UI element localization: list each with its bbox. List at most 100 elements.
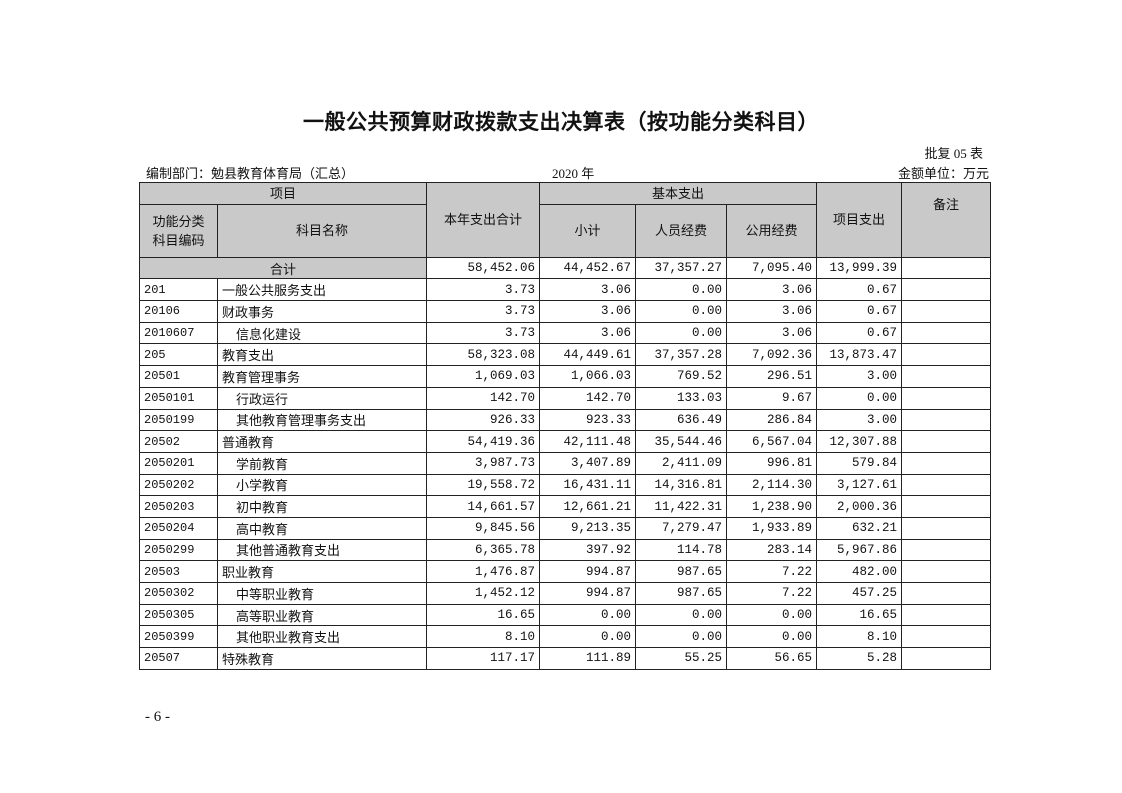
table-row: 20507 特殊教育 117.17 111.89 55.25 56.65 5.28 (139, 647, 992, 670)
code-cell: 20502 (139, 430, 218, 453)
amount-cell: 1,066.03 (539, 365, 637, 388)
notes-cell (901, 321, 992, 345)
table-row: 2050305 高等职业教育 16.65 0.00 0.00 0.00 16.65 (139, 603, 992, 627)
amount-cell: 3.06 (726, 300, 818, 323)
amount-cell: 12,661.21 (539, 495, 637, 518)
notes-cell (901, 495, 992, 518)
amount-cell: 19,558.72 (426, 473, 541, 497)
notes-cell (901, 560, 992, 583)
table-row: 2050204 高中教育 9,845.56 9,213.35 7,279.47 1,933… (139, 516, 992, 540)
table-row: 2050201 学前教育 3,987.73 3,407.89 2,411.09 996.8… (139, 451, 992, 475)
amount-cell: 44,449.61 (539, 343, 637, 367)
amount-cell: 3.73 (426, 321, 541, 345)
amount-cell: 2,114.30 (726, 473, 818, 497)
expenditure-table: 项目 本年支出合计 基本支出 项目支出 备注 功能分类 科目编码 科目名称 小计… (138, 182, 992, 670)
amount-cell: 5,967.86 (816, 538, 903, 562)
amount-cell: 3.06 (726, 321, 818, 345)
amount-cell: 55.25 (635, 647, 728, 670)
amount-cell: 16,431.11 (539, 473, 637, 497)
amount-cell: 133.03 (635, 386, 728, 410)
notes-cell (901, 451, 992, 475)
notes-cell (901, 408, 992, 432)
name-cell: 特殊教育 (216, 647, 428, 670)
amount-cell: 296.51 (726, 365, 818, 388)
name-cell: 行政运行 (216, 386, 428, 410)
name-cell: 高中教育 (216, 516, 428, 540)
total-cell: 7,095.40 (726, 256, 818, 280)
amount-cell: 3.06 (539, 300, 637, 323)
code-cell: 201 (139, 278, 218, 302)
amount-cell: 923.33 (539, 408, 637, 432)
table-row: 20106 财政事务 3.73 3.06 0.00 3.06 0.67 (139, 300, 992, 323)
year: 2020 年 (552, 166, 595, 181)
amount-cell: 769.52 (635, 365, 728, 388)
header-item: 项目 (138, 182, 428, 205)
header-total: 本年支出合计 (426, 182, 541, 258)
name-cell: 其他普通教育支出 (216, 538, 428, 562)
amount-cell: 16.65 (426, 603, 541, 627)
amount-cell: 35,544.46 (635, 430, 728, 453)
total-cell: 44,452.67 (539, 256, 637, 280)
amount-cell: 7.22 (726, 560, 818, 583)
notes-cell (901, 300, 992, 323)
notes-cell (901, 278, 992, 302)
notes-cell (901, 430, 992, 453)
amount-cell: 13,873.47 (816, 343, 903, 367)
table-row: 2050203 初中教育 14,661.57 12,661.21 11,422.31 1,… (139, 495, 992, 518)
amount-cell: 42,111.48 (539, 430, 637, 453)
amount-cell: 6,365.78 (426, 538, 541, 562)
amount-cell: 3.00 (816, 365, 903, 388)
amount-cell: 996.81 (726, 451, 818, 475)
amount-cell: 1,933.89 (726, 516, 818, 540)
amount-cell: 114.78 (635, 538, 728, 562)
amount-cell: 636.49 (635, 408, 728, 432)
department: 编制部门：勉县教育体育局（汇总） (146, 166, 355, 181)
amount-cell: 2,411.09 (635, 451, 728, 475)
amount-cell: 7.22 (726, 582, 818, 605)
notes-cell (901, 538, 992, 562)
amount-cell: 3.73 (426, 278, 541, 302)
page-number: - 6 - (145, 709, 170, 725)
amount-cell: 6,567.04 (726, 430, 818, 453)
amount-cell: 0.67 (816, 300, 903, 323)
header-basic: 基本支出 (539, 182, 818, 205)
table-row: 2050299 其他普通教育支出 6,365.78 397.92 114.78 283.1… (139, 538, 992, 562)
table-row: 20502 普通教育 54,419.36 42,111.48 35,544.46 6,56… (139, 430, 992, 453)
notes-cell (901, 647, 992, 670)
amount-cell: 37,357.28 (635, 343, 728, 367)
name-cell: 其他教育管理事务支出 (216, 408, 428, 432)
amount-cell: 397.92 (539, 538, 637, 562)
code-cell: 2050202 (139, 473, 218, 497)
amount-cell: 0.00 (726, 603, 818, 627)
amount-cell: 0.00 (635, 321, 728, 345)
code-cell: 2050302 (139, 582, 218, 605)
amount-cell: 3,127.61 (816, 473, 903, 497)
code-cell: 2050199 (139, 408, 218, 432)
name-cell: 学前教育 (216, 451, 428, 475)
notes-cell (901, 516, 992, 540)
name-cell: 职业教育 (216, 560, 428, 583)
table-row: 20501 教育管理事务 1,069.03 1,066.03 769.52 296.51 3… (139, 365, 992, 388)
amount-cell: 14,316.81 (635, 473, 728, 497)
amount-unit: 金额单位：万元 (897, 166, 989, 181)
header-project: 项目支出 (816, 182, 903, 258)
total-cell: 58,452.06 (426, 256, 541, 280)
amount-cell: 3.73 (426, 300, 541, 323)
amount-cell: 987.65 (635, 560, 728, 583)
code-cell: 2010607 (139, 321, 218, 345)
code-cell: 2050101 (139, 386, 218, 410)
notes-cell (901, 365, 992, 388)
amount-cell: 0.00 (635, 625, 728, 649)
notes-cell (901, 603, 992, 627)
amount-cell: 0.67 (816, 278, 903, 302)
amount-cell: 11,422.31 (635, 495, 728, 518)
amount-cell: 3.06 (539, 321, 637, 345)
amount-cell: 0.67 (816, 321, 903, 345)
amount-cell: 58,323.08 (426, 343, 541, 367)
amount-cell: 994.87 (539, 560, 637, 583)
code-cell: 2050299 (139, 538, 218, 562)
amount-cell: 3,987.73 (426, 451, 541, 475)
code-cell: 205 (139, 343, 218, 367)
table-row: 20503 职业教育 1,476.87 994.87 987.65 7.22 482.00 (139, 560, 992, 583)
table-row: 2050101 行政运行 142.70 142.70 133.03 9.67 0.00 (139, 386, 992, 410)
